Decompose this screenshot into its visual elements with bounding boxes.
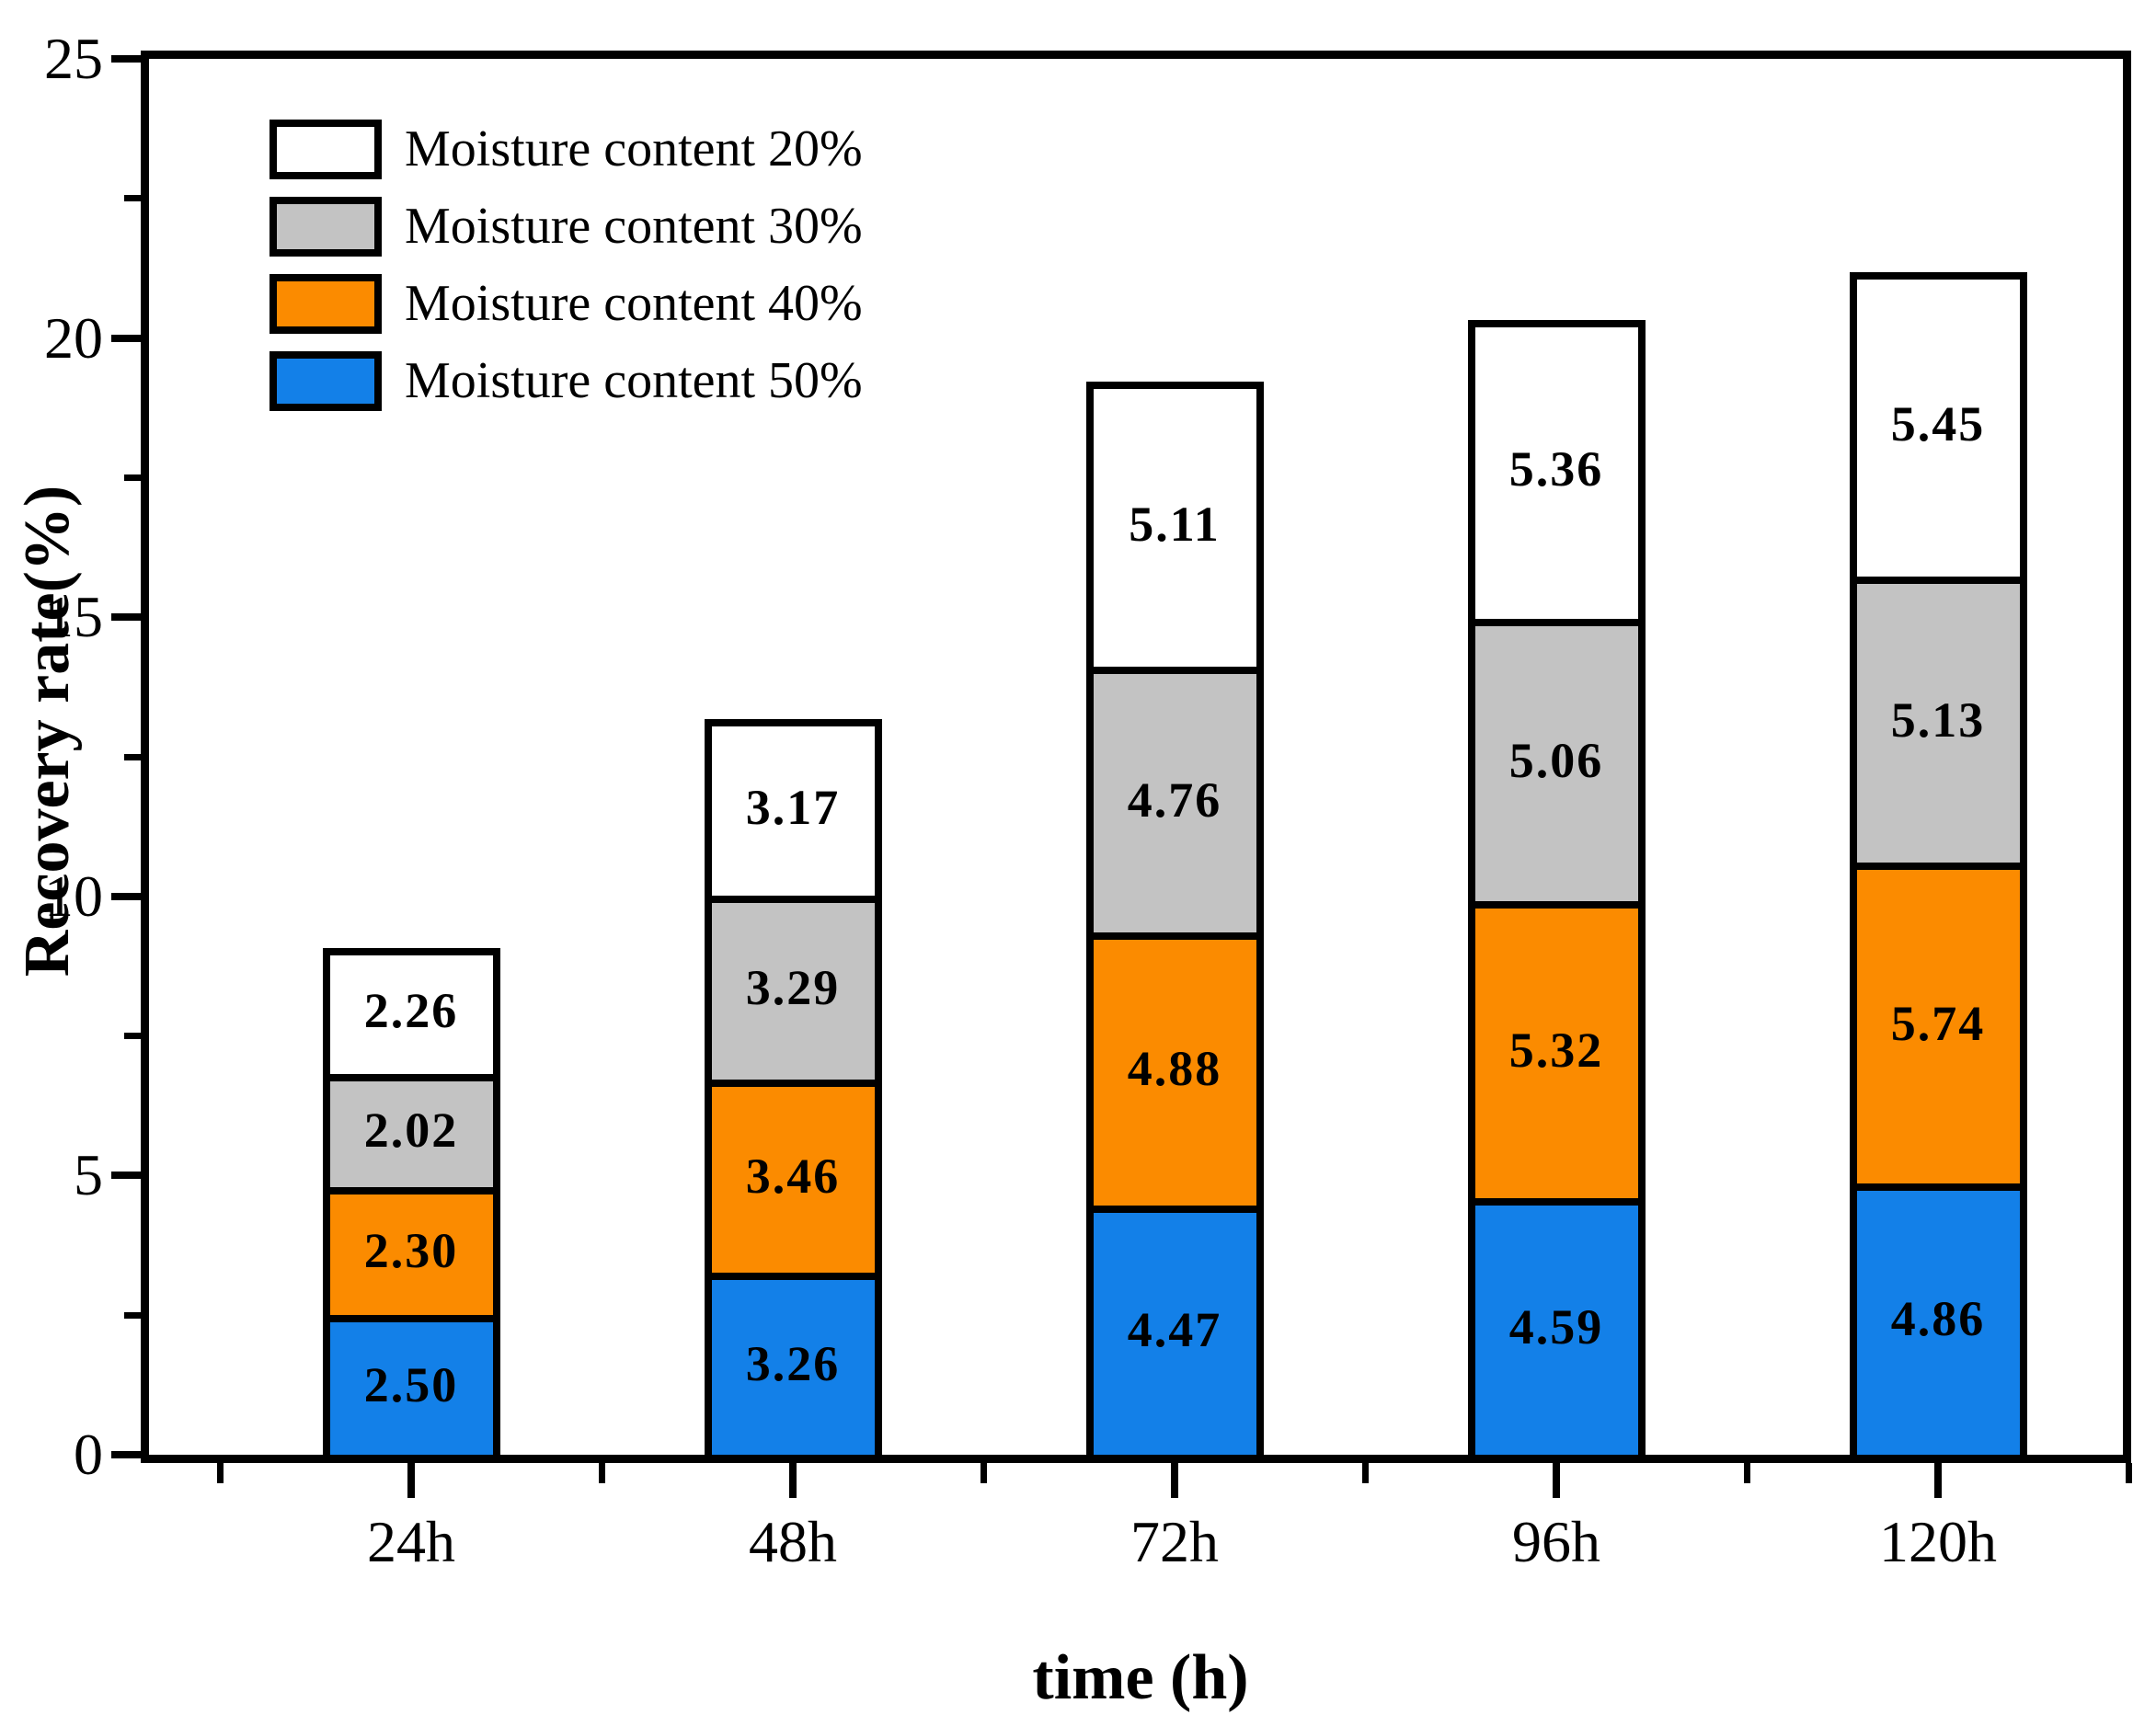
value-label: 2.26 <box>363 983 459 1039</box>
bar-segment <box>1085 381 1264 668</box>
value-label: 2.30 <box>363 1223 459 1279</box>
x-axis-major-tick <box>1934 1463 1942 1498</box>
legend-swatch <box>270 351 382 411</box>
value-label: 4.47 <box>1127 1302 1222 1358</box>
x-axis-major-tick <box>407 1463 415 1498</box>
value-label: 3.46 <box>745 1149 841 1205</box>
y-axis-major-tick <box>111 1451 141 1458</box>
bar-segment <box>1849 271 2027 577</box>
value-label: 2.50 <box>363 1357 459 1413</box>
bar-segment <box>1085 932 1264 1206</box>
value-label: 5.74 <box>1890 995 1986 1051</box>
value-label: 2.02 <box>363 1103 459 1159</box>
bar-segment <box>1085 667 1264 933</box>
bar-segment <box>1467 901 1646 1199</box>
bar-segment <box>1085 1205 1264 1455</box>
x-axis-title: time (h) <box>1032 1642 1249 1713</box>
bar-segment <box>704 718 882 897</box>
legend-swatch <box>270 120 382 179</box>
value-label: 5.45 <box>1890 396 1986 452</box>
legend-label: Moisture content 40% <box>405 275 863 332</box>
y-tick-label: 0 <box>74 1422 103 1487</box>
x-axis-minor-tick <box>599 1463 605 1483</box>
x-axis-minor-tick <box>1744 1463 1750 1483</box>
bar-segment <box>704 1273 882 1455</box>
bar-segment <box>704 896 882 1080</box>
y-axis-major-tick <box>111 613 141 622</box>
x-axis-minor-tick <box>2126 1463 2132 1483</box>
value-label: 4.59 <box>1508 1298 1604 1355</box>
y-axis-minor-tick <box>124 753 141 760</box>
bar-segment <box>322 1186 500 1316</box>
value-label: 3.17 <box>745 779 841 835</box>
bar-segment <box>1467 619 1646 902</box>
legend-swatch <box>270 274 382 334</box>
bar-segment <box>1849 1183 2027 1455</box>
value-label: 4.76 <box>1127 772 1222 828</box>
y-tick-label: 25 <box>44 26 103 91</box>
x-tick-label: 120h <box>1879 1509 1997 1574</box>
bar-segment <box>322 1073 500 1187</box>
value-label: 3.26 <box>745 1336 841 1392</box>
value-label: 5.13 <box>1890 692 1986 748</box>
bar-segment <box>1467 319 1646 620</box>
value-label: 5.11 <box>1129 497 1221 553</box>
x-axis-minor-tick <box>217 1463 224 1483</box>
plot-area: Moisture content 20% Moisture content 30%… <box>141 51 2131 1463</box>
value-label: 5.32 <box>1508 1022 1604 1078</box>
legend-label: Moisture content 50% <box>405 352 863 409</box>
y-axis-major-tick <box>111 334 141 342</box>
y-axis-major-tick <box>111 1172 141 1180</box>
y-axis-minor-tick <box>124 474 141 481</box>
legend-label: Moisture content 30% <box>405 198 863 255</box>
value-label: 5.36 <box>1508 441 1604 497</box>
bar-segment <box>322 1315 500 1455</box>
x-axis-minor-tick <box>1362 1463 1369 1483</box>
y-axis-minor-tick <box>124 1033 141 1040</box>
x-axis-major-tick <box>1553 1463 1560 1498</box>
y-tick-label: 10 <box>44 863 103 929</box>
x-tick-label: 72h <box>1130 1509 1219 1574</box>
bar-segment <box>704 1079 882 1274</box>
x-tick-label: 48h <box>749 1509 837 1574</box>
bar-segment <box>1467 1198 1646 1455</box>
y-axis-major-tick <box>111 55 141 63</box>
bar-segment <box>1849 863 2027 1183</box>
y-tick-label: 15 <box>44 584 103 650</box>
bar-segment <box>322 947 500 1074</box>
y-tick-label: 5 <box>74 1142 103 1208</box>
value-label: 3.29 <box>745 960 841 1016</box>
x-axis-major-tick <box>1171 1463 1178 1498</box>
x-axis-minor-tick <box>981 1463 987 1483</box>
legend-label: Moisture content 20% <box>405 120 863 177</box>
legend-swatch <box>270 197 382 257</box>
bar-segment <box>1849 576 2027 863</box>
x-tick-label: 96h <box>1512 1509 1600 1574</box>
y-axis-minor-tick <box>124 1311 141 1319</box>
x-tick-label: 24h <box>367 1509 455 1574</box>
y-axis-major-tick <box>111 892 141 900</box>
x-axis-major-tick <box>789 1463 797 1498</box>
y-axis-minor-tick <box>124 195 141 202</box>
value-label: 5.06 <box>1508 732 1604 788</box>
value-label: 4.86 <box>1890 1291 1986 1347</box>
value-label: 4.88 <box>1127 1041 1222 1097</box>
y-tick-label: 20 <box>44 304 103 371</box>
